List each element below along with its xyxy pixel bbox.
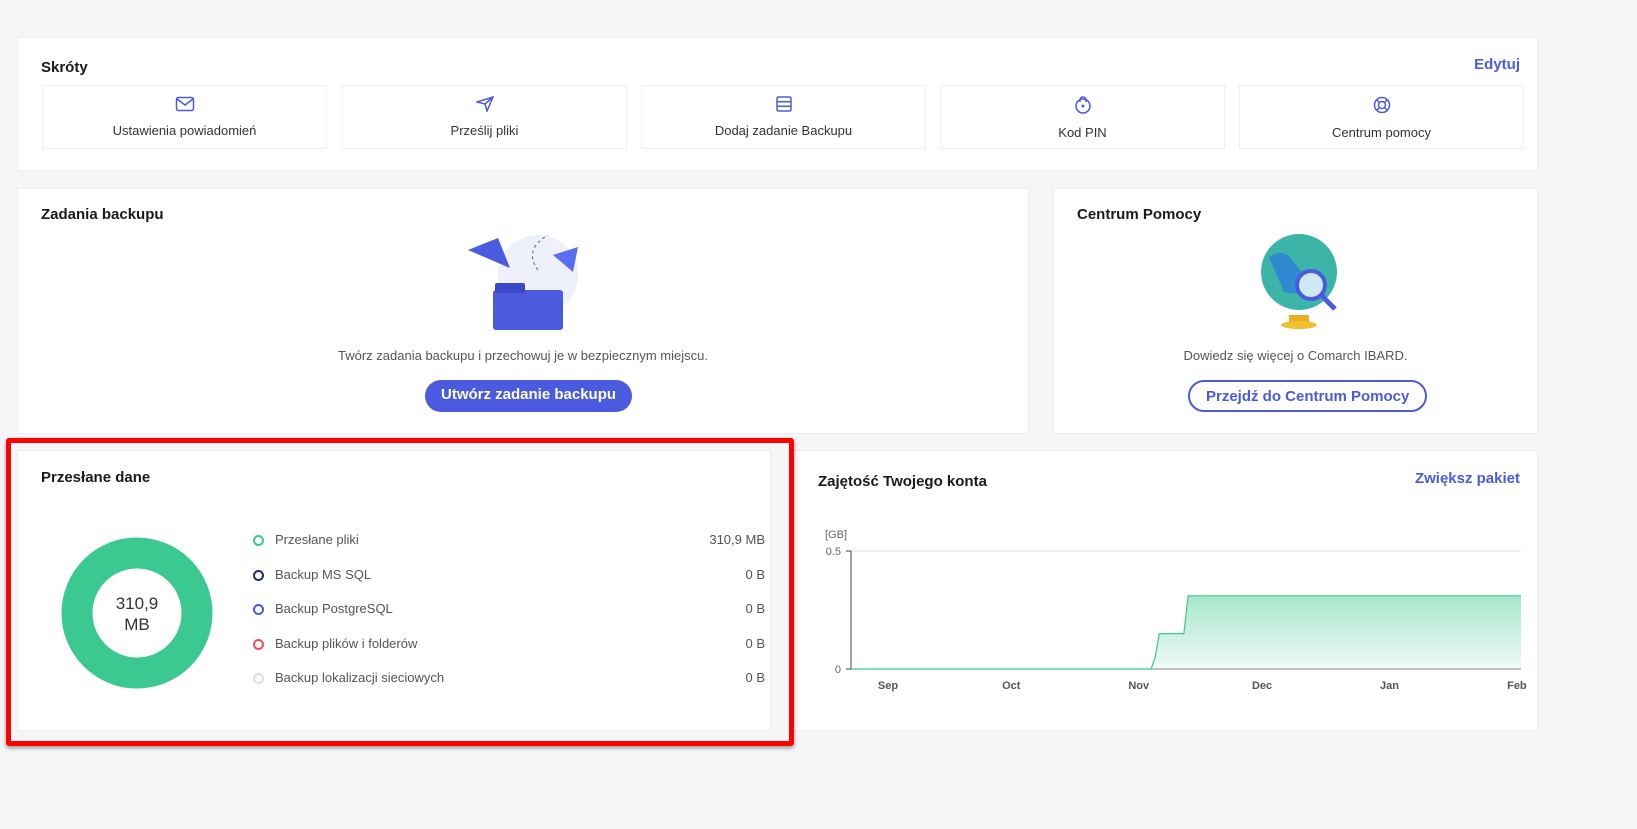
shortcut-label: Kod PIN — [1058, 125, 1107, 140]
account-usage-card: Zajętość Twojego konta Zwiększ pakiet [G… — [790, 450, 1538, 731]
backup-tasks-description: Twórz zadania backupu i przechowuj je w … — [338, 348, 708, 363]
x-tick-label: Nov — [1128, 680, 1150, 692]
legend-item: Backup MS SQL 0 B — [253, 566, 765, 586]
y-tick-label: 0.5 — [826, 546, 841, 558]
legend-value: 0 B — [745, 601, 765, 616]
help-center-description: Dowiedz się więcej o Comarch IBARD. — [1183, 348, 1408, 363]
sent-data-title: Przesłane dane — [41, 469, 151, 486]
legend-dot-icon — [253, 535, 264, 546]
legend-dot-icon — [253, 673, 264, 684]
shortcut-label: Dodaj zadanie Backupu — [714, 123, 853, 138]
server-list-icon — [775, 96, 792, 112]
shortcut-upload-files[interactable]: Prześlij pliki — [342, 85, 627, 149]
shortcut-pin-code[interactable]: Kod PIN — [940, 85, 1225, 149]
legend-dot-icon — [253, 604, 264, 615]
donut-segment-uploaded-files — [61, 537, 213, 689]
edit-shortcuts-link[interactable]: Edytuj — [1474, 56, 1520, 73]
y-axis-label: [GB] — [825, 529, 847, 541]
shortcut-label: Ustawienia powiadomień — [112, 123, 257, 138]
x-tick-label: Feb — [1507, 680, 1527, 692]
shortcut-notification-settings[interactable]: Ustawienia powiadomień — [42, 85, 327, 149]
folder-illustration — [468, 234, 578, 330]
x-tick-label: Jan — [1380, 680, 1399, 692]
help-center-card: Centrum Pomocy Dowiedz się więcej o Coma… — [1053, 188, 1538, 434]
sent-data-card: Przesłane dane 310,9 MB Przesłane pliki 3… — [17, 450, 771, 731]
x-tick-label: Sep — [878, 680, 898, 692]
highlight-frame — [6, 438, 794, 746]
globe-illustration — [1261, 234, 1337, 329]
shortcuts-title: Skróty — [41, 59, 88, 76]
donut-total-unit: MB — [124, 615, 150, 634]
sent-data-donut — [61, 537, 213, 689]
shortcut-add-backup-task[interactable]: Dodaj zadanie Backupu — [641, 85, 926, 149]
shortcut-label: Prześlij pliki — [450, 123, 519, 138]
shortcut-help-center[interactable]: Centrum pomocy — [1239, 85, 1524, 149]
legend-dot-icon — [253, 639, 264, 650]
legend-item: Backup lokalizacji sieciowych 0 B — [253, 669, 765, 689]
help-center-title: Centrum Pomocy — [1077, 206, 1202, 223]
legend-label: Backup plików i folderów — [275, 636, 418, 651]
donut-total-value: 310,9 — [115, 594, 159, 613]
usage-chart: [GB] 0 0.5 Sep Oct Nov Dec Jan Feb — [825, 529, 1527, 692]
legend-value: 310,9 MB — [709, 532, 765, 547]
backup-tasks-title: Zadania backupu — [41, 206, 164, 223]
create-backup-task-button[interactable]: Utwórz zadanie backupu — [425, 380, 633, 412]
legend-item: Backup PostgreSQL 0 B — [253, 600, 765, 620]
upgrade-package-link[interactable]: Zwiększ pakiet — [1414, 470, 1520, 487]
send-icon — [473, 95, 494, 114]
usage-line — [851, 595, 1521, 670]
legend-item: Backup plików i folderów 0 B — [253, 635, 765, 655]
legend-label: Przesłane pliki — [275, 532, 359, 547]
go-to-help-center-button[interactable]: Przejdź do Centrum Pomocy — [1188, 380, 1428, 412]
x-tick-label: Dec — [1252, 680, 1272, 692]
legend-value: 0 B — [745, 636, 765, 651]
y-tick-label: 0 — [835, 664, 841, 676]
legend-dot-icon — [253, 570, 264, 581]
legend-label: Backup MS SQL — [275, 567, 372, 582]
legend-item: Przesłane pliki 310,9 MB — [253, 531, 765, 551]
legend-label: Backup lokalizacji sieciowych — [275, 670, 445, 685]
shortcuts-card: Skróty Edytuj Ustawienia powiadomień Prz… — [17, 37, 1538, 171]
legend-label: Backup PostgreSQL — [275, 601, 393, 616]
x-tick-label: Oct — [1002, 680, 1021, 692]
lock-icon — [1074, 96, 1091, 114]
lifebuoy-icon — [1373, 96, 1390, 114]
legend-value: 0 B — [745, 567, 765, 582]
account-usage-title: Zajętość Twojego konta — [818, 473, 987, 490]
mail-icon — [175, 96, 194, 112]
legend-value: 0 B — [745, 670, 765, 685]
usage-area — [851, 595, 1521, 669]
shortcut-label: Centrum pomocy — [1332, 125, 1431, 140]
backup-tasks-card: Zadania backupu Twórz zadania backupu i … — [17, 188, 1029, 434]
